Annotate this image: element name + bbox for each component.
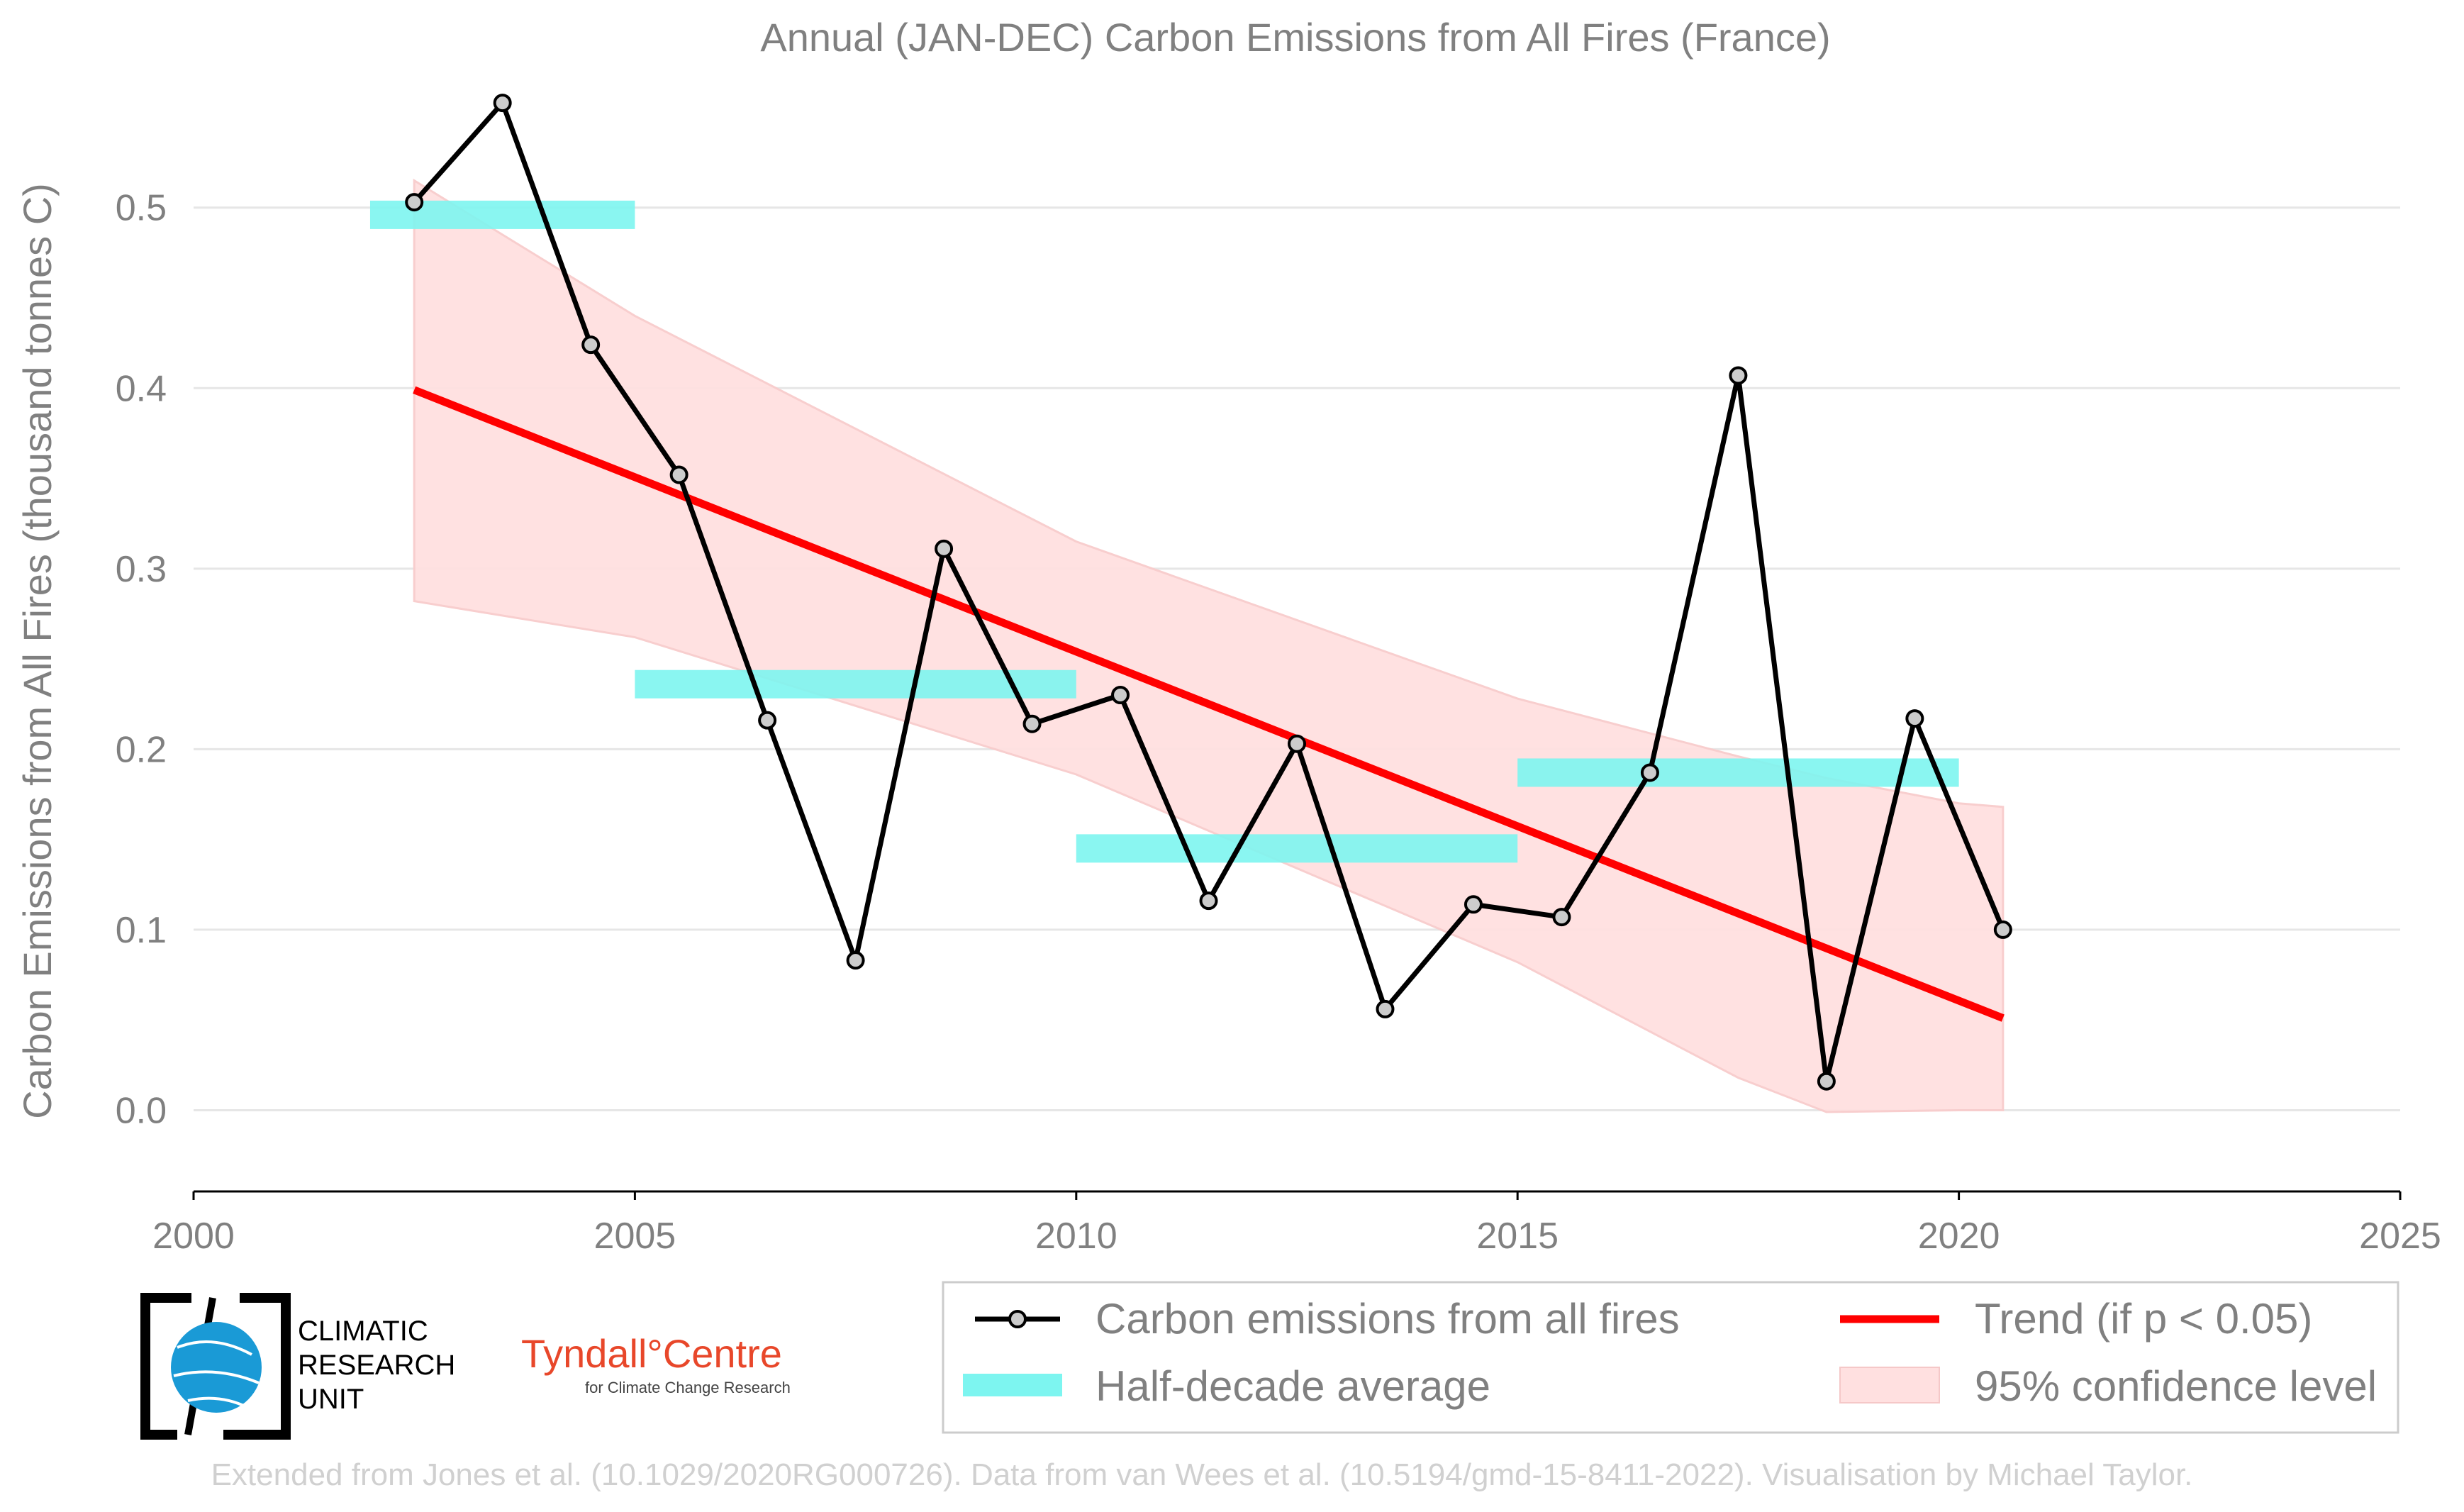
data-point [1552, 908, 1571, 927]
y-axis-label: Carbon Emissions from All Fires (thousan… [15, 183, 60, 1119]
cru-line-3: UNIT [298, 1384, 364, 1415]
y-tick-label: 0.4 [116, 368, 167, 409]
footer-credit: Extended from Jones et al. (10.1029/2020… [211, 1457, 2193, 1492]
y-tick-label: 0.1 [116, 910, 167, 951]
data-point [1729, 366, 1748, 385]
half-decade-bar [1517, 758, 1959, 787]
y-tick-label: 0.3 [116, 549, 167, 590]
cru-text: CLIMATIC RESEARCH UNIT [298, 1316, 463, 1415]
data-point [846, 951, 865, 970]
x-tick-label: 2015 [1476, 1216, 1559, 1257]
data-point [758, 711, 777, 730]
data-point [669, 465, 689, 484]
legend: Carbon emissions from all fires Half-dec… [942, 1281, 2399, 1434]
half-decade-layer [369, 200, 1959, 863]
x-tick-label: 2020 [1918, 1216, 2000, 1257]
data-point [1022, 714, 1042, 733]
x-tick-label: 2025 [2359, 1216, 2441, 1257]
legend-box [942, 1281, 2399, 1434]
legend-ci-label: 95% confidence level [1975, 1362, 2377, 1410]
chart-title: Annual (JAN-DEC) Carbon Emissions from A… [760, 15, 1830, 60]
data-point [1905, 709, 1924, 728]
y-tick-label: 0.0 [116, 1090, 167, 1131]
half-decade-bar [1076, 834, 1518, 863]
data-point [1199, 891, 1218, 911]
data-point [581, 335, 601, 355]
data-point [1111, 686, 1130, 704]
cru-line-2: RESEARCH [298, 1350, 455, 1381]
data-point [1993, 920, 2012, 939]
legend-half-decade-label: Half-decade average [1096, 1362, 1490, 1410]
x-axis: 2000 2005 2010 2015 2020 2025 [152, 1190, 2441, 1257]
legend-trend-label: Trend (if p < 0.05) [1975, 1295, 2312, 1343]
trend-layer [413, 386, 2005, 1022]
confidence-band [413, 178, 2005, 1113]
cru-line-1: CLIMATIC [298, 1316, 428, 1347]
legend-emissions-marker-icon [1008, 1310, 1027, 1328]
legend-half-decade-swatch [963, 1374, 1062, 1396]
cru-logo: CLIMATIC RESEARCH UNIT [140, 1293, 463, 1440]
y-tick-label: 0.2 [116, 729, 167, 770]
emissions-line-layer [405, 94, 2012, 1091]
x-tick-label: 2005 [594, 1216, 676, 1257]
cru-globe-icon [171, 1322, 262, 1413]
data-point [493, 94, 512, 113]
x-tick-label: 2000 [152, 1216, 235, 1257]
trend-line [413, 386, 2005, 1022]
data-point [935, 539, 954, 558]
tyndall-logo: Tyndall°Centre for Climate Change Resear… [521, 1331, 791, 1396]
cru-bracket-right-icon [223, 1293, 291, 1440]
cru-globe-lines-icon [173, 1340, 260, 1409]
data-point [1640, 763, 1659, 782]
data-point [1376, 999, 1395, 1018]
legend-ci-swatch [1839, 1367, 1940, 1403]
tyndall-title: Tyndall°Centre [521, 1331, 782, 1376]
half-decade-bar [635, 669, 1076, 699]
x-tick-label: 2010 [1035, 1216, 1117, 1257]
data-point [405, 193, 424, 212]
data-point [1817, 1072, 1836, 1091]
tyndall-subtitle: for Climate Change Research [585, 1379, 791, 1396]
confidence-band-layer [413, 178, 2005, 1113]
data-point [1288, 734, 1306, 753]
cru-bracket-left-icon [140, 1293, 191, 1440]
y-tick-label: 0.5 [116, 188, 167, 229]
y-tick-labels: 0.0 0.1 0.2 0.3 0.4 0.5 [116, 188, 167, 1132]
legend-emissions-label: Carbon emissions from all fires [1096, 1295, 1680, 1343]
data-point [1464, 895, 1483, 914]
